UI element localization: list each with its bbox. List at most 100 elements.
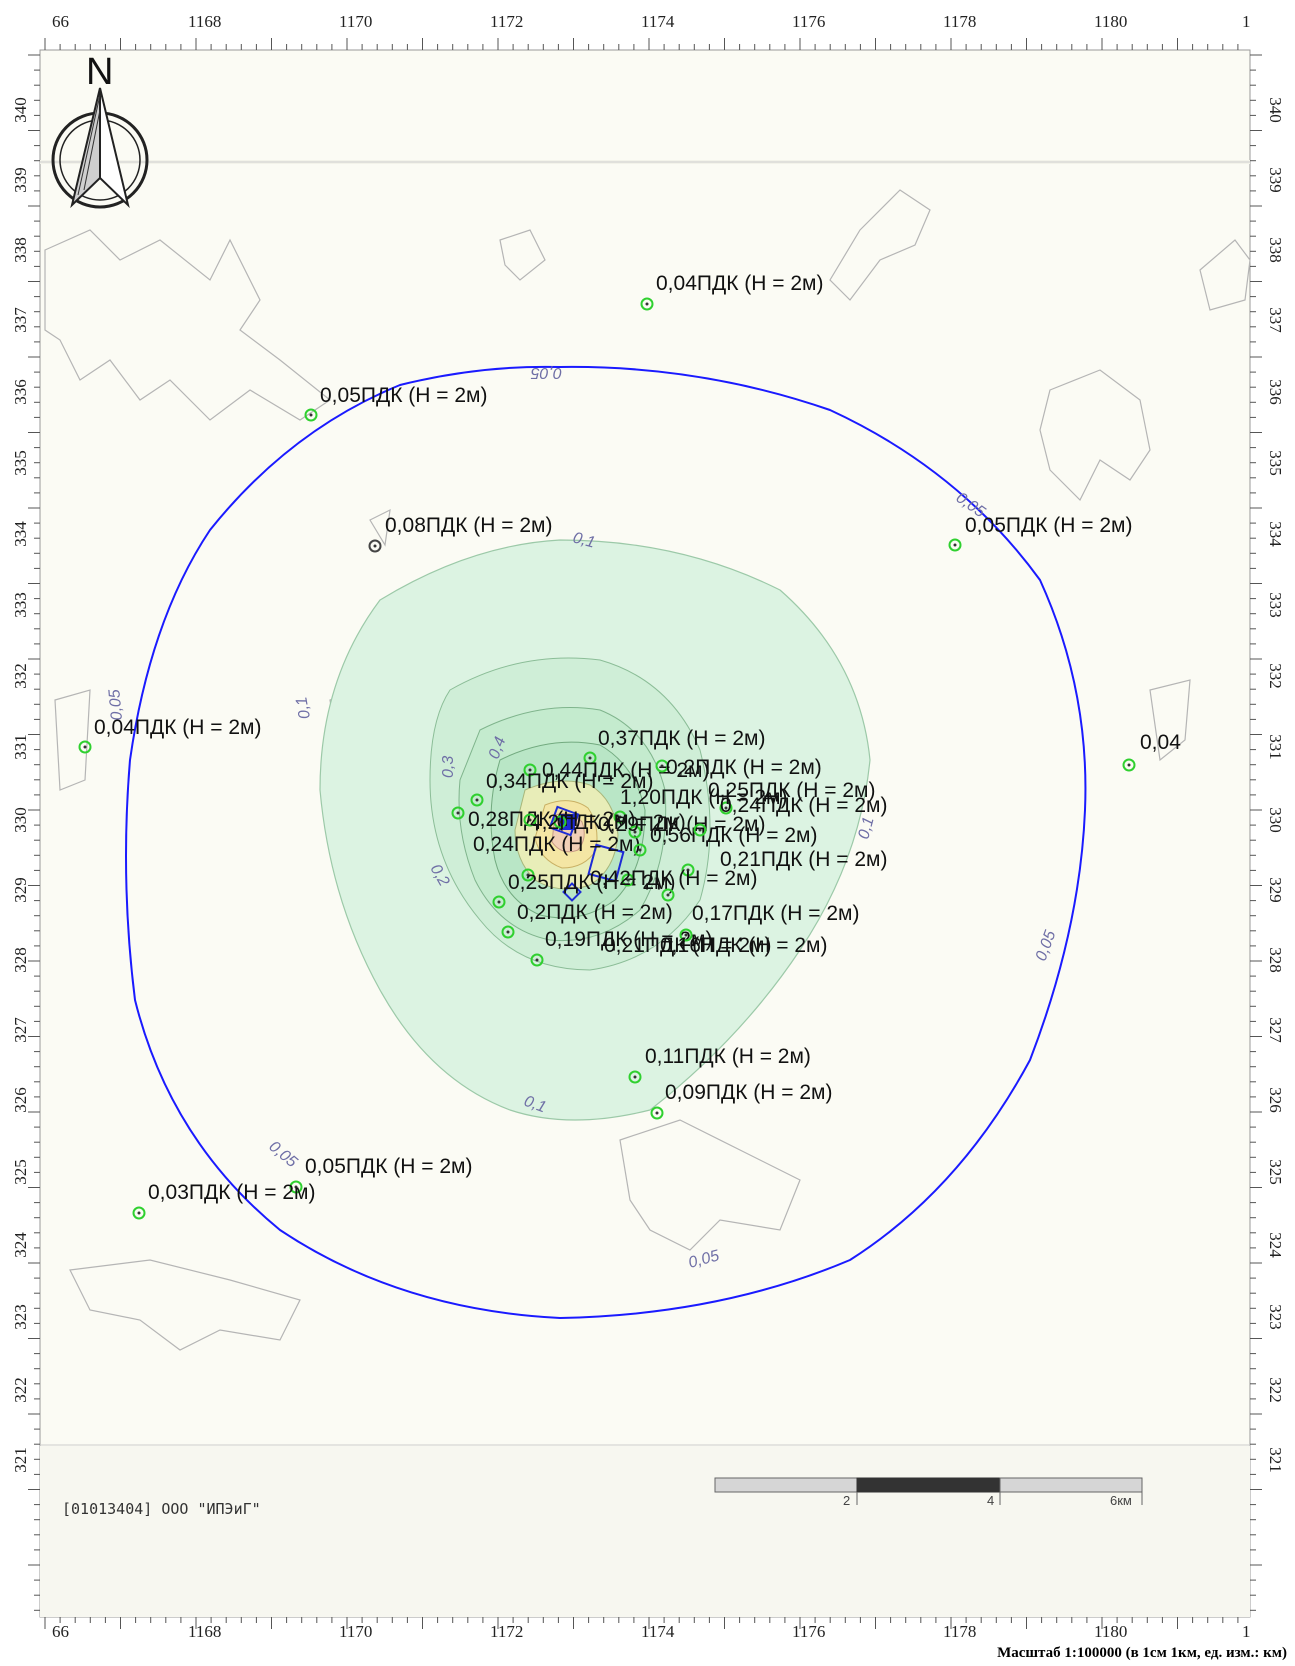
receptor-marker[interactable] xyxy=(633,843,647,857)
receptor-marker[interactable] xyxy=(681,863,695,877)
y-label: 339 xyxy=(11,167,30,193)
receptor-label: 0,05ПДК (Н = 2м) xyxy=(320,384,487,407)
y-label: 327 xyxy=(1266,1017,1285,1043)
receptor-dot xyxy=(588,756,592,760)
north-arrow: N xyxy=(51,51,149,209)
isoline-label: 0,1 xyxy=(855,815,877,841)
scale-label: 6км xyxy=(1110,1493,1132,1508)
source-marker xyxy=(562,882,582,902)
receptor-marker[interactable] xyxy=(621,873,635,887)
receptor-marker[interactable] xyxy=(304,408,318,422)
receptor-label: 0,29ПДК (Н = 2м) xyxy=(598,813,765,836)
receptor-marker[interactable] xyxy=(451,806,465,820)
receptor-dot xyxy=(655,1111,659,1115)
receptor-marker[interactable] xyxy=(628,825,642,839)
receptor-label: 0,04ПДК (Н = 2м) xyxy=(94,716,261,739)
receptor-marker[interactable] xyxy=(523,763,537,777)
x-label: 1172 xyxy=(490,12,523,31)
y-label: 337 xyxy=(1266,307,1285,333)
receptor-dot xyxy=(137,1211,141,1215)
receptor-label: 0,04ПДК (Н = 2м) xyxy=(656,272,823,295)
receptor-marker[interactable] xyxy=(719,801,733,815)
y-label: 328 xyxy=(11,947,30,973)
y-label: 323 xyxy=(11,1304,30,1330)
receptor-label: 0,03ПДК (Н = 2м) xyxy=(148,1181,315,1204)
receptor-label: 0,2ПДК (Н = 2м) xyxy=(666,756,822,779)
receptor-dot xyxy=(666,893,670,897)
y-label: 323 xyxy=(1266,1304,1285,1330)
receptor-dot xyxy=(698,828,702,832)
y-label: 325 xyxy=(11,1159,30,1185)
y-label: 340 xyxy=(11,97,30,123)
receptor-label: 0,37ПДК (Н = 2м) xyxy=(598,727,765,750)
receptor-dot xyxy=(456,811,460,815)
y-label: 325 xyxy=(1266,1159,1285,1185)
y-label: 334 xyxy=(1266,521,1285,547)
receptor-marker[interactable] xyxy=(289,1180,303,1194)
x-label: 1170 xyxy=(339,12,372,31)
y-label: 334 xyxy=(11,521,30,547)
y-label: 321 xyxy=(11,1447,30,1473)
scale-label: 4 xyxy=(987,1493,994,1508)
receptor-dot xyxy=(645,302,649,306)
receptor-dot xyxy=(724,806,728,810)
receptor-marker[interactable] xyxy=(583,751,597,765)
y-label: 321 xyxy=(1266,1447,1285,1473)
receptor-marker[interactable] xyxy=(655,759,669,773)
y-label: 331 xyxy=(11,734,30,760)
isoline-label: 0,1 xyxy=(571,529,597,551)
x-label: 1168 xyxy=(188,12,221,31)
receptor-marker[interactable] xyxy=(521,868,535,882)
receptor-marker[interactable] xyxy=(661,888,675,902)
receptor-marker[interactable] xyxy=(78,740,92,754)
receptor-marker[interactable] xyxy=(1122,758,1136,772)
x-label: 1174 xyxy=(641,1622,675,1641)
isoline-label: 0,1 xyxy=(293,695,314,720)
receptor-marker[interactable] xyxy=(650,1106,664,1120)
receptor-label: 0,05ПДК (Н = 2м) xyxy=(305,1155,472,1178)
receptor-marker[interactable] xyxy=(492,895,506,909)
receptor-marker[interactable] xyxy=(640,297,654,311)
receptor-label: 0,05ПДК (Н = 2м) xyxy=(965,514,1132,537)
receptor-marker[interactable] xyxy=(948,538,962,552)
isoline-label: 0,1 xyxy=(522,1093,549,1117)
receptor-dot xyxy=(373,544,377,548)
y-label: 324 xyxy=(11,1232,30,1258)
x-label: 1 xyxy=(1242,12,1251,31)
receptor-dot xyxy=(558,820,562,824)
y-label: 326 xyxy=(11,1087,30,1113)
y-label: 332 xyxy=(1266,663,1285,689)
x-label: 1 xyxy=(1242,1622,1251,1641)
y-label: 335 xyxy=(11,450,30,476)
receptor-label: 4,2ПДК (Н = 2м) xyxy=(530,811,686,834)
y-axis-right: 340 339 338 337 336 335 334 333 332 331 330 329 328 3… xyxy=(1266,97,1285,1473)
receptor-marker[interactable] xyxy=(501,925,515,939)
receptor-marker[interactable] xyxy=(368,539,382,553)
x-label: 1178 xyxy=(943,12,976,31)
isoline-label: 0,05 xyxy=(106,689,126,722)
y-label: 327 xyxy=(11,1017,30,1043)
receptor-dot xyxy=(294,1185,298,1189)
receptor-label: 0,2ПДК (Н = 2м) xyxy=(517,901,673,924)
y-label: 339 xyxy=(1266,167,1285,193)
x-label: 1180 xyxy=(1094,12,1127,31)
receptor-marker[interactable] xyxy=(628,1070,642,1084)
receptor-dot xyxy=(638,848,642,852)
receptor-marker[interactable] xyxy=(693,823,707,837)
receptor-dot xyxy=(1127,763,1131,767)
receptor-marker[interactable] xyxy=(470,793,484,807)
y-label: 324 xyxy=(1266,1232,1285,1258)
source-marker xyxy=(587,843,625,883)
receptor-dot xyxy=(528,818,532,822)
receptor-marker[interactable] xyxy=(530,953,544,967)
receptor-marker[interactable] xyxy=(132,1206,146,1220)
receptor-marker[interactable] xyxy=(613,810,627,824)
receptor-label: 0,21ПДК (Н = 2м) xyxy=(604,934,771,957)
scale-bar: 2 4 6км xyxy=(714,1477,1143,1508)
receptor-marker[interactable] xyxy=(523,813,537,827)
receptor-marker[interactable] xyxy=(553,815,567,829)
receptor-dot xyxy=(475,798,479,802)
receptor-marker[interactable] xyxy=(679,928,693,942)
x-label: 66 xyxy=(52,12,69,31)
